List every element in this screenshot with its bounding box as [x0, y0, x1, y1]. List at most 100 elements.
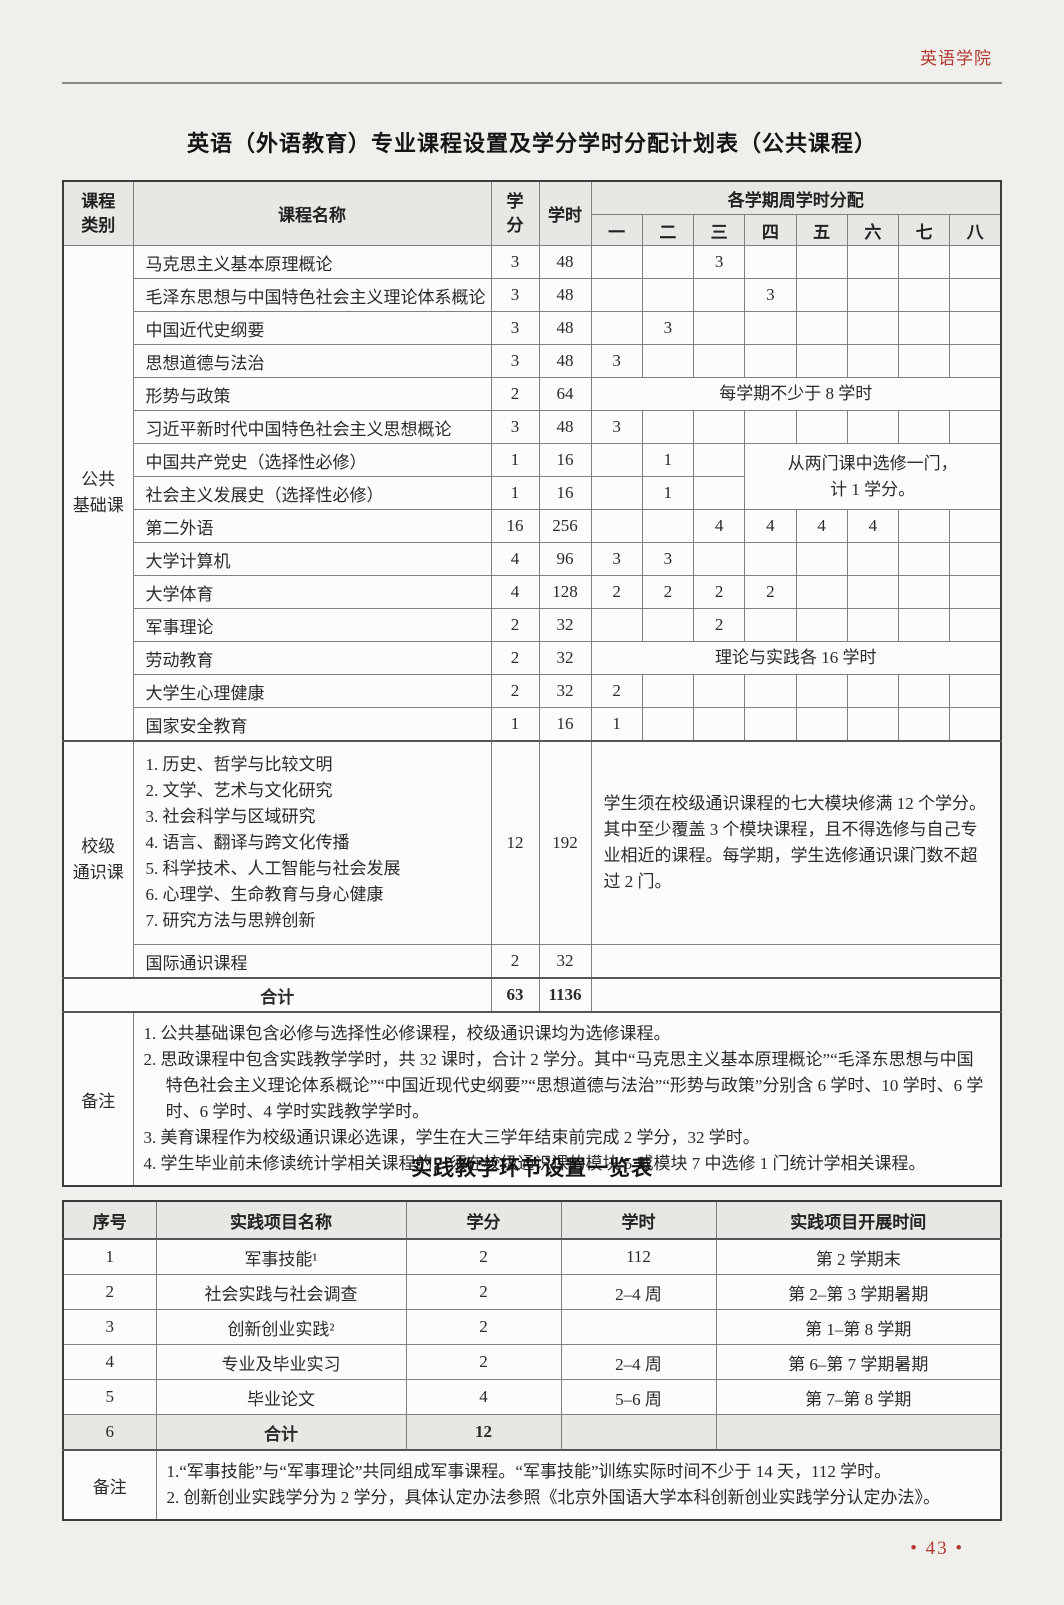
value-cell — [692, 443, 746, 477]
value-cell: 从两门课中选修一门， 计 1 学分。 — [744, 443, 1002, 510]
value-cell — [949, 410, 1002, 444]
value-cell — [692, 674, 746, 708]
value-cell: 16 — [538, 707, 592, 742]
value-cell: 1 — [590, 707, 643, 742]
semester-6-header: 六 — [846, 214, 900, 246]
semester-4-header: 四 — [744, 214, 797, 246]
value-cell — [692, 476, 746, 510]
value-cell — [744, 245, 797, 279]
value-cell — [641, 509, 695, 543]
value-cell — [795, 575, 848, 609]
value-cell: 32 — [538, 641, 592, 675]
value-cell: 48 — [538, 278, 592, 312]
value-cell — [897, 311, 951, 345]
value-cell: 2 — [692, 575, 746, 609]
value-cell: 192 — [538, 740, 592, 945]
module-line: 5. 科学技术、人工智能与社会发展 — [145, 859, 401, 878]
table-row: 6 合计 12 — [62, 1414, 1002, 1451]
value-cell: 2 — [405, 1274, 562, 1310]
value-cell — [744, 344, 797, 378]
col-header-category: 课程 类别 — [62, 180, 134, 246]
practice-table: 序号 实践项目名称 学分 学时 实践项目开展时间 1 军事技能¹ 2 112 第 2 学… — [62, 1200, 1002, 1521]
institution-label: 英语学院 — [920, 49, 992, 68]
value-cell — [590, 608, 643, 642]
value-cell — [949, 509, 1002, 543]
value-cell: 2 — [744, 575, 797, 609]
col-header-practice-hours: 学时 — [560, 1200, 717, 1240]
value-cell — [641, 707, 695, 742]
value-cell — [795, 542, 848, 576]
value-cell: 3 — [590, 542, 643, 576]
total-label-cell: 合计 — [62, 977, 492, 1013]
value-cell: 2 — [62, 1274, 157, 1310]
value-cell — [641, 608, 695, 642]
value-cell: 第 6–第 7 学期暑期 — [715, 1344, 1002, 1380]
table-row: 第二外语 16 256 4 4 4 4 — [63, 509, 1002, 543]
value-cell — [949, 311, 1002, 345]
value-cell: 专业及毕业实习 — [155, 1344, 407, 1380]
value-cell — [641, 344, 695, 378]
value-cell: 每学期不少于 8 学时 — [590, 377, 1002, 411]
value-cell: 12 — [490, 740, 540, 945]
value-cell — [795, 608, 848, 642]
course-name-cell: 思想道德与法治 — [132, 344, 492, 378]
note-line: 4. 学生毕业前未修读统计学相关课程的，须在校级通识课的模块 5 或模块 7 中… — [143, 1154, 926, 1173]
value-cell: 32 — [538, 674, 592, 708]
value-cell — [744, 311, 797, 345]
value-cell: 4 — [62, 1344, 157, 1380]
value-cell — [590, 278, 643, 312]
course-name-cell: 国际通识课程 — [132, 944, 492, 979]
notes-cell: 1. 公共基础课包含必修与选择性必修课程，校级通识课均为选修课程。 2. 思政课程… — [132, 1011, 1002, 1187]
value-cell: 5 — [62, 1379, 157, 1415]
semester-5-header: 五 — [795, 214, 848, 246]
value-cell: 3 — [490, 344, 540, 378]
semester-header-row: 一 二 三 四 五 六 七 八 — [63, 214, 1002, 246]
value-cell: 256 — [538, 509, 592, 543]
value-cell — [897, 608, 951, 642]
value-cell: 48 — [538, 245, 592, 279]
value-cell — [590, 311, 643, 345]
table-row: 1 军事技能¹ 2 112 第 2 学期末 — [62, 1238, 1002, 1275]
value-cell — [692, 278, 746, 312]
value-cell: 2 — [490, 641, 540, 675]
value-cell: 4 — [405, 1379, 562, 1415]
value-cell: 2 — [490, 377, 540, 411]
modules-cell: 1. 历史、哲学与比较文明 2. 文学、艺术与文化研究 3. 社会科学与区域研究 4.… — [132, 740, 492, 945]
value-cell: 第 7–第 8 学期 — [715, 1379, 1002, 1415]
value-cell: 48 — [538, 344, 592, 378]
value-cell: 2 — [590, 674, 643, 708]
value-cell: 2–4 周 — [560, 1344, 717, 1380]
note-line: 3. 美育课程作为校级通识课必选课，学生在大三学年结束前完成 2 学分，32 学… — [143, 1128, 760, 1147]
col-header-practice-credits: 学分 — [405, 1200, 562, 1240]
value-cell: 5–6 周 — [560, 1379, 717, 1415]
table-row: 中国共产党史（选择性必修） 1 16 1 从两门课中选修一门， 计 1 学分。 — [63, 443, 1002, 510]
module-line: 1. 历史、哲学与比较文明 — [145, 755, 333, 774]
value-cell — [897, 410, 951, 444]
value-cell: 4 — [490, 575, 540, 609]
table-row: 国家安全教育 1 16 1 — [63, 707, 1002, 742]
value-cell — [846, 542, 900, 576]
value-cell — [846, 344, 900, 378]
course-name-cell: 大学计算机 — [132, 542, 492, 576]
value-cell: 2–4 周 — [560, 1274, 717, 1310]
value-cell — [590, 509, 643, 543]
value-cell: 毕业论文 — [155, 1379, 407, 1415]
value-cell — [744, 707, 797, 742]
note-line: 2. 创新创业实践学分为 2 学分，具体认定办法参照《北京外国语大学本科创新创业… — [166, 1488, 941, 1507]
value-cell: 4 — [795, 509, 848, 543]
header-rule — [62, 82, 1002, 84]
value-cell: 3 — [62, 1309, 157, 1345]
value-cell — [590, 476, 643, 510]
table-row: 劳动教育 2 32 理论与实践各 16 学时 — [63, 641, 1002, 675]
table-row: 备注 1. 公共基础课包含必修与选择性必修课程，校级通识课均为选修课程。 2. 思政… — [62, 1011, 1002, 1187]
value-cell — [641, 410, 695, 444]
value-cell — [846, 410, 900, 444]
course-name-cell: 大学体育 — [132, 575, 492, 609]
value-cell: 1 — [641, 443, 695, 477]
note-line: 1.“军事技能”与“军事理论”共同组成军事课程。“军事技能”训练实际时间不少于 … — [166, 1462, 892, 1481]
value-cell: 第 2 学期末 — [715, 1238, 1002, 1275]
note-line: 2. 思政课程中包含实践教学学时，共 32 课时，合计 2 学分。其中“马克思主… — [143, 1050, 984, 1121]
course-allocation-table: 课程 类别 课程名称 学 分 学时 各学期周学时分配 一 二 三 四 五 六 七… — [62, 180, 1002, 1187]
total-label-cell: 合计 — [155, 1414, 407, 1451]
value-cell: 112 — [560, 1238, 717, 1275]
